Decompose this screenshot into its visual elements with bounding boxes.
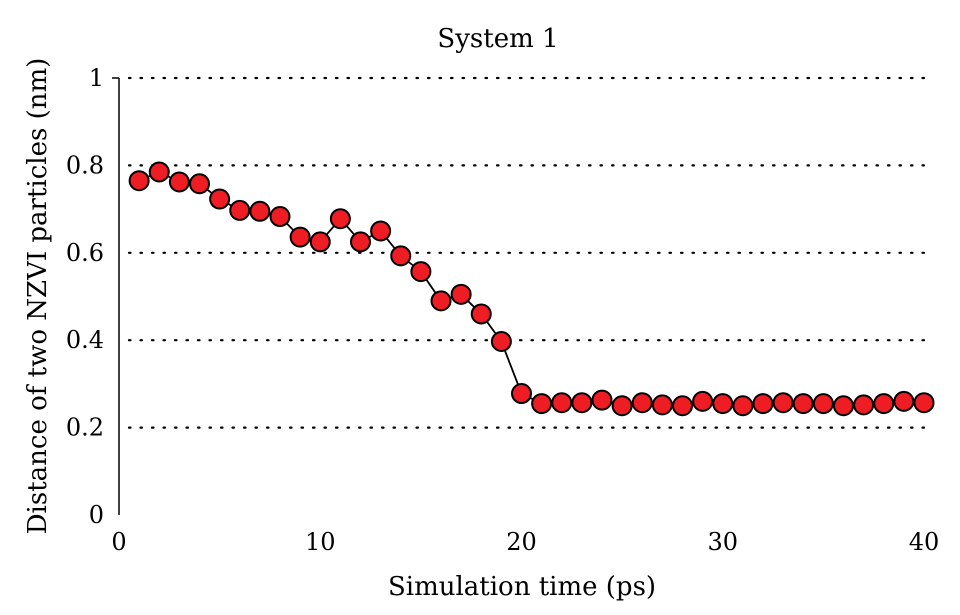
- data-point: [390, 245, 412, 267]
- data-point: [289, 226, 311, 248]
- y-tick-label: 0.8: [66, 151, 104, 179]
- data-point: [249, 200, 271, 222]
- data-point: [309, 231, 331, 253]
- x-tick-labels: 0 10 20 30 40: [111, 528, 939, 556]
- y-tick-label: 0.4: [66, 326, 104, 354]
- data-point: [551, 392, 573, 414]
- data-point: [350, 231, 371, 253]
- data-point: [410, 261, 432, 283]
- y-tick-label: 1: [89, 64, 104, 92]
- data-point: [812, 393, 834, 415]
- data-point: [792, 393, 814, 415]
- y-axis-label: Distance of two NZVI particles (nm): [23, 58, 53, 535]
- data-point: [873, 393, 895, 415]
- data-point: [370, 220, 392, 242]
- data-point: [853, 394, 875, 416]
- x-tick-label: 10: [305, 528, 336, 556]
- data-point: [511, 383, 532, 405]
- data-point: [430, 290, 452, 312]
- data-point: [591, 389, 613, 411]
- data-point: [209, 188, 231, 210]
- x-axis-label: Simulation time (ps): [388, 572, 656, 602]
- data-point: [631, 392, 653, 414]
- data-point: [712, 393, 734, 415]
- y-tick-label: 0.6: [66, 239, 104, 267]
- data-point: [168, 171, 190, 193]
- data-point: [692, 390, 714, 412]
- y-tick-label: 0.2: [66, 414, 104, 442]
- data-point: [490, 331, 512, 353]
- y-tick-label: 0: [89, 501, 104, 529]
- data-point: [833, 395, 854, 417]
- data-markers: [128, 161, 935, 417]
- y-tick-labels: 0 0.2 0.4 0.6 0.8 1: [66, 64, 104, 529]
- data-point: [752, 393, 774, 415]
- x-tick-label: 20: [506, 528, 537, 556]
- data-point: [189, 173, 210, 195]
- data-point: [893, 390, 915, 412]
- data-point: [732, 395, 754, 417]
- data-point: [571, 392, 593, 414]
- data-point: [531, 393, 553, 415]
- data-point: [672, 395, 693, 417]
- data-point: [651, 394, 673, 416]
- data-point: [269, 206, 291, 228]
- data-point: [329, 208, 351, 230]
- data-point: [450, 283, 472, 305]
- x-tick-label: 40: [909, 528, 940, 556]
- chart-title: System 1: [437, 24, 558, 54]
- data-point: [470, 303, 492, 325]
- x-tick-label: 30: [707, 528, 738, 556]
- data-point: [148, 161, 170, 183]
- data-point: [229, 199, 251, 221]
- data-point: [772, 392, 794, 414]
- grid-lines: [127, 76, 926, 429]
- x-tick-label: 0: [111, 528, 126, 556]
- data-point: [611, 395, 633, 417]
- data-point: [128, 170, 150, 192]
- data-point: [913, 392, 935, 414]
